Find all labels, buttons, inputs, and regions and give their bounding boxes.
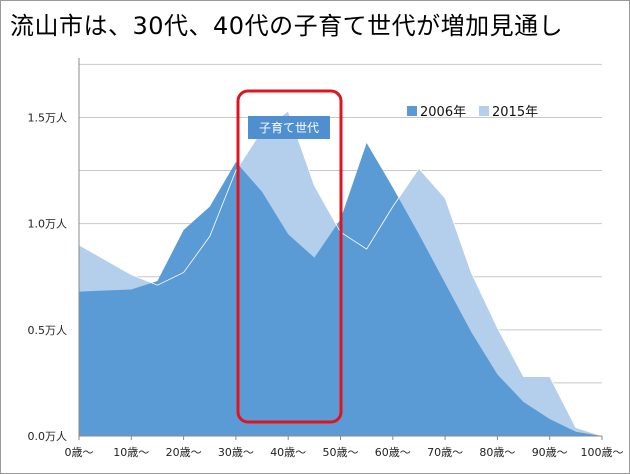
x-tick-label: 90歳～ [532, 446, 568, 459]
y-tick-label: 0.0万人 [28, 430, 68, 443]
callout-box [248, 116, 330, 139]
x-tick-label: 20歳～ [166, 446, 202, 459]
legend-swatch [479, 106, 489, 116]
callout-label: 子育て世代 [259, 120, 319, 135]
legend-label: 2006年 [420, 105, 466, 120]
x-tick-label: 80歳～ [479, 446, 515, 459]
y-tick-label: 0.5万人 [28, 324, 68, 337]
annotation-group: 子育て世代 [236, 89, 343, 424]
x-tick-label: 60歳～ [375, 446, 411, 459]
x-tick-label: 30歳～ [218, 446, 254, 459]
chart-title: 流山市は、30代、40代の子育て世代が増加見通し [10, 12, 564, 40]
legend: 2006年 2015年 [407, 105, 538, 120]
y-tick-label: 1.0万人 [28, 218, 68, 231]
x-tick-label: 50歳～ [323, 446, 359, 459]
x-tick-label: 40歳～ [270, 446, 306, 459]
x-tick-label: 100歳～ [581, 446, 624, 459]
x-axis: 0歳～ 10歳～ 20歳～ 30歳～ 40歳～ 50歳～ 60歳～ 70歳～ 80歳～ 90歳～ 1… [65, 435, 624, 459]
y-tick-label: 1.5万人 [28, 111, 68, 124]
y-axis: 0.0万人 0.5万人 1.0万人 1.5万人 [28, 58, 80, 443]
x-tick-label: 70歳～ [427, 446, 463, 459]
legend-swatch [407, 106, 417, 116]
highlight-rectangle [236, 89, 343, 424]
x-tick-label: 0歳～ [65, 446, 94, 459]
x-tick-label: 10歳～ [113, 446, 149, 459]
legend-label: 2015年 [492, 105, 538, 120]
